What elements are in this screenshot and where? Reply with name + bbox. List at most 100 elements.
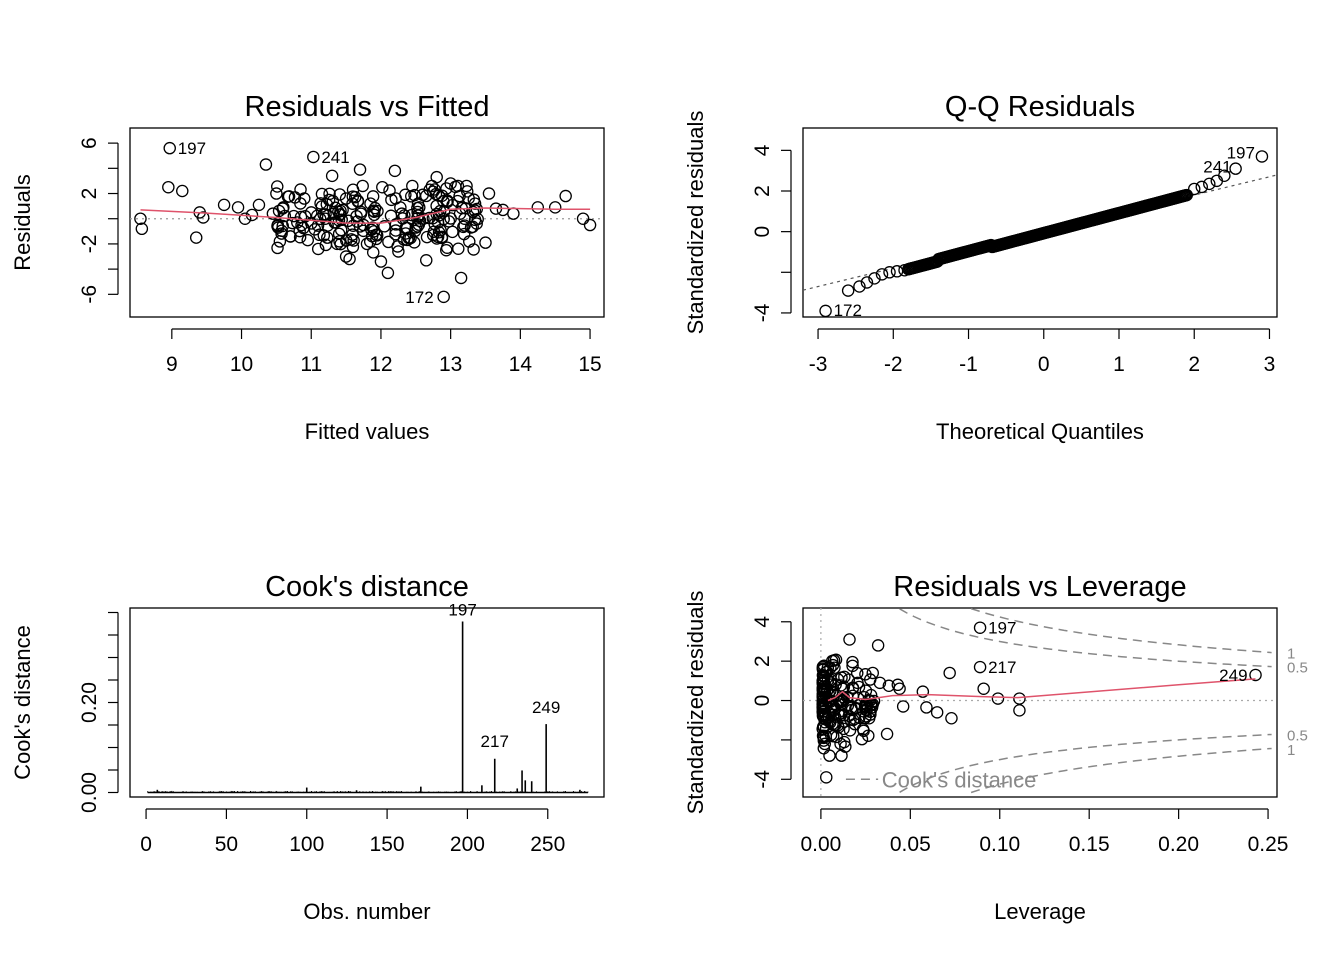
data-point (374, 255, 388, 268)
data-point (451, 179, 465, 193)
x-tick-label: 0.20 (1158, 833, 1199, 856)
data-point (440, 243, 453, 257)
data-point (389, 224, 403, 237)
data-point (852, 680, 866, 694)
chart-title: Cook's distance (265, 571, 469, 603)
data-point (284, 230, 297, 243)
data-point (293, 224, 306, 238)
data-point (429, 187, 443, 201)
data-point (397, 233, 411, 246)
chart-title: Residuals vs Leverage (893, 571, 1186, 603)
data-point (845, 701, 858, 715)
data-point (346, 219, 360, 232)
data-point (855, 732, 869, 746)
data-point (457, 220, 470, 234)
x-tick-label: 50 (215, 833, 238, 856)
data-point (298, 210, 312, 223)
x-tick-label: -1 (959, 353, 978, 376)
point-label: 197 (448, 601, 476, 620)
y-tick-label: 2 (751, 655, 774, 667)
data-point (238, 212, 252, 225)
qq-reference-line (802, 174, 1278, 291)
data-point (406, 179, 419, 193)
data-point (231, 201, 245, 214)
data-point (311, 242, 325, 256)
y-tick-label: 2 (751, 185, 774, 197)
y-axis-label: Residuals (10, 174, 35, 271)
data-point (391, 240, 404, 253)
y-tick-label: 4 (751, 144, 774, 156)
data-point (437, 290, 450, 304)
point-label: 217 (481, 732, 509, 751)
data-point (333, 208, 346, 221)
data-point (464, 221, 478, 234)
data-point (392, 245, 405, 258)
data-point (467, 193, 481, 206)
y-tick-label: 0.00 (78, 772, 101, 813)
point-label: 172 (834, 301, 862, 320)
data-point (252, 198, 266, 212)
data-point (354, 207, 368, 220)
chart-title: Residuals vs Fitted (245, 91, 490, 123)
plot-frame (802, 127, 1278, 318)
data-point (398, 209, 411, 222)
data-point (273, 235, 287, 248)
y-tick-label: 2 (78, 188, 101, 200)
data-point (366, 246, 380, 259)
y-tick-label: 0 (751, 226, 774, 238)
data-point (384, 209, 398, 223)
data-point (843, 633, 856, 646)
data-point (893, 682, 906, 695)
y-tick-label: -2 (78, 235, 101, 254)
data-point (434, 223, 447, 237)
data-point (973, 621, 987, 634)
data-point (1229, 162, 1242, 175)
y-tick-label: 0 (751, 695, 774, 707)
data-point (325, 169, 339, 183)
qq-residuals-panel: Q-Q Residuals Theoretical Quantiles Standa… (683, 91, 1278, 444)
data-point (276, 202, 290, 215)
point-label: 197 (178, 139, 206, 158)
data-point (452, 242, 465, 255)
data-point (276, 219, 289, 233)
data-point (419, 189, 433, 203)
cooks-contour-contour-0-5 (899, 608, 1272, 668)
data-point (322, 193, 336, 207)
data-point (821, 673, 835, 687)
chart-title: Q-Q Residuals (945, 91, 1135, 123)
data-point (458, 219, 471, 232)
point-label: 241 (321, 148, 349, 167)
data-point (271, 180, 284, 193)
data-point (862, 712, 876, 725)
data-point (428, 183, 441, 196)
data-point (466, 205, 480, 219)
data-point (482, 187, 496, 200)
data-point (866, 666, 880, 680)
data-point (842, 673, 856, 686)
data-point (460, 179, 473, 193)
data-point (135, 222, 149, 236)
data-point (846, 659, 859, 673)
data-point (873, 676, 887, 690)
x-tick-label: 250 (530, 833, 565, 856)
point-label: 217 (988, 658, 1016, 677)
legend-label: Cook's distance (882, 767, 1037, 792)
data-point (880, 727, 894, 741)
data-point (272, 204, 286, 218)
point-label: 241 (1203, 158, 1231, 177)
x-tick-label: 0.25 (1248, 833, 1289, 856)
data-point (825, 700, 839, 714)
data-point (368, 205, 381, 218)
data-point (496, 203, 510, 217)
data-point (507, 207, 520, 220)
data-point (405, 190, 418, 203)
data-point (293, 230, 307, 244)
data-point (835, 749, 848, 762)
data-point (817, 674, 831, 687)
data-point (307, 150, 320, 164)
x-tick-label: 13 (439, 353, 462, 376)
data-point (340, 234, 353, 247)
x-tick-label: 3 (1264, 353, 1276, 376)
data-point (930, 706, 944, 719)
cooks-contour-contour-1 (970, 607, 1272, 654)
